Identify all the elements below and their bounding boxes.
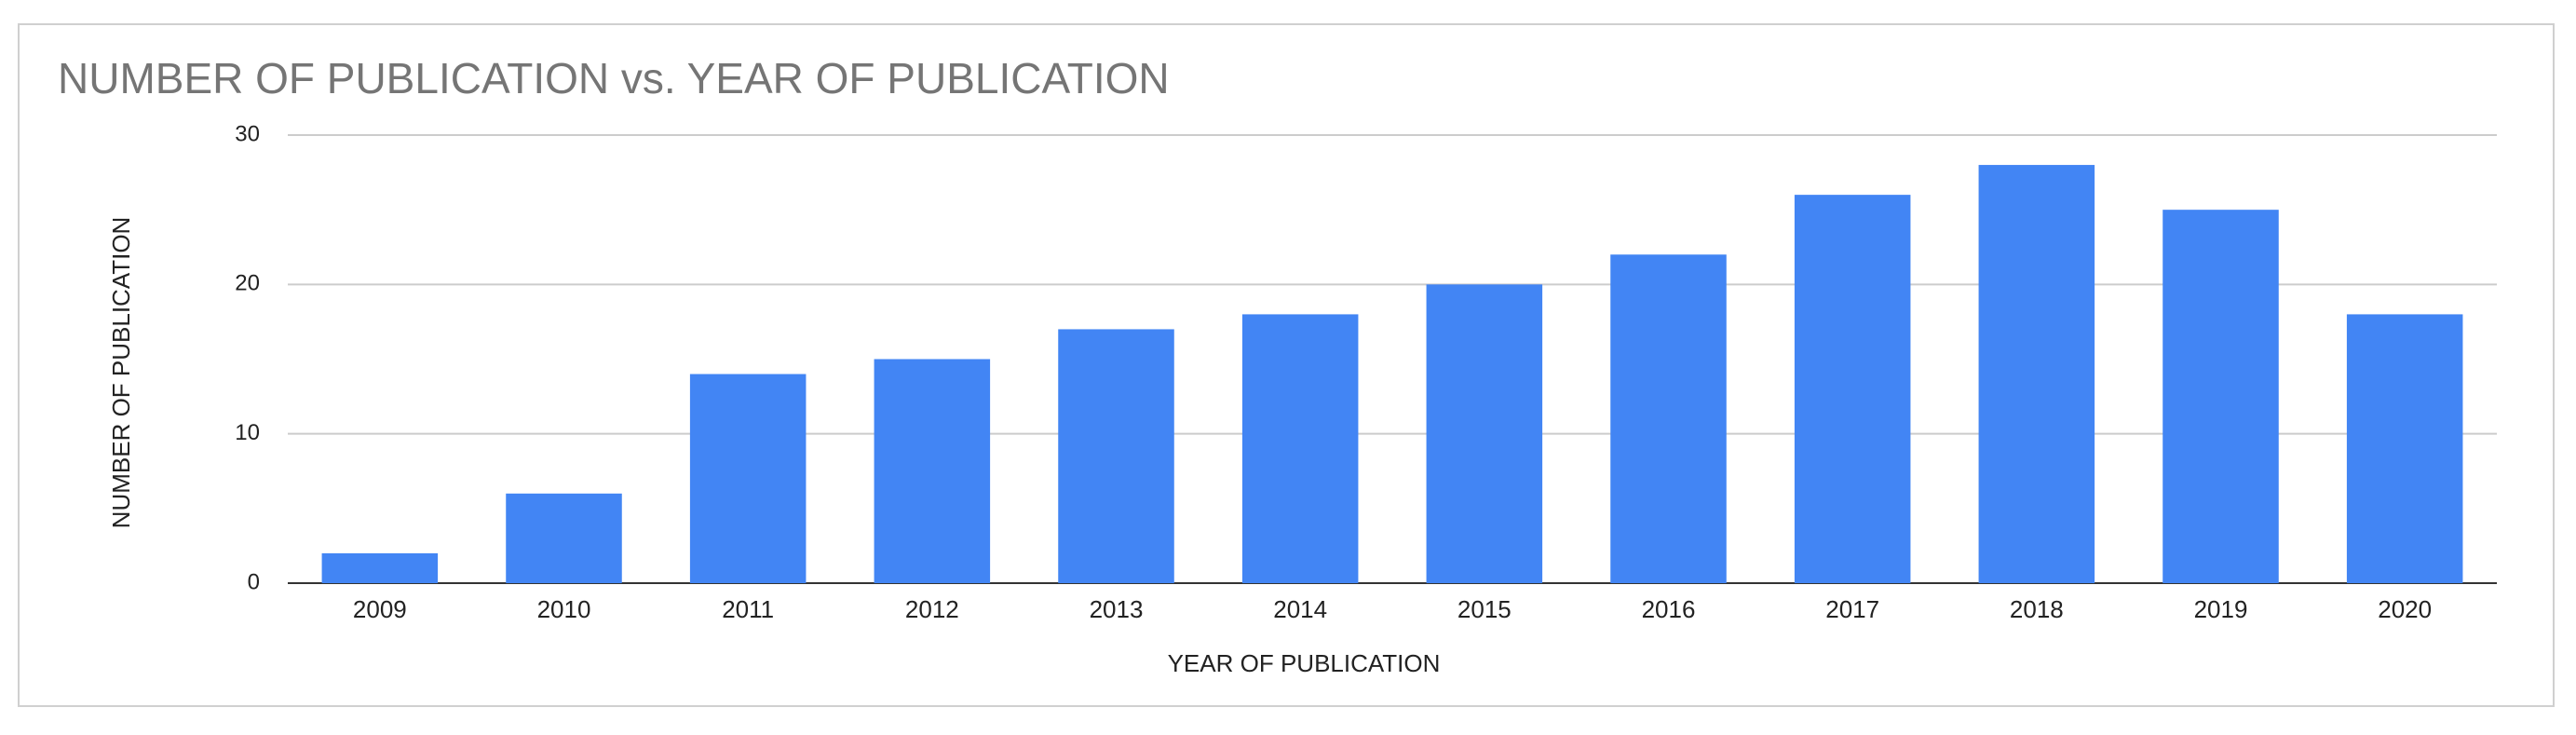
x-tick-label: 2013 [1090, 595, 1144, 623]
x-axis-label: YEAR OF PUBLICATION [1168, 649, 1441, 677]
bar [2162, 210, 2279, 583]
y-tick-label: 10 [235, 420, 260, 445]
bar [2346, 314, 2463, 583]
bar [874, 359, 991, 583]
y-tick-label: 0 [248, 569, 260, 594]
bar [1610, 254, 1727, 583]
bar [1241, 314, 1359, 583]
bar [1794, 195, 1911, 583]
x-tick-label: 2017 [1825, 595, 1879, 623]
x-tick-label: 2020 [2378, 595, 2432, 623]
bar [506, 493, 622, 583]
y-tick-label: 30 [235, 121, 260, 146]
x-tick-label: 2018 [2010, 595, 2064, 623]
x-tick-label: 2015 [1457, 595, 1512, 623]
bar [1058, 329, 1174, 583]
x-tick-label: 2016 [1642, 595, 1696, 623]
chart-title: NUMBER OF PUBLICATION vs. YEAR OF PUBLIC… [58, 54, 1170, 102]
x-tick-label: 2009 [353, 595, 407, 623]
x-tick-label: 2012 [905, 595, 959, 623]
bar [689, 374, 807, 583]
x-tick-label: 2011 [722, 595, 774, 623]
bar [1426, 284, 1543, 583]
x-tick-label: 2019 [2194, 595, 2248, 623]
x-tick-label: 2014 [1273, 595, 1327, 623]
bar [1978, 165, 2095, 584]
y-axis-label: NUMBER OF PUBLICATION [107, 217, 135, 529]
bar [321, 552, 439, 583]
y-tick-label: 20 [235, 271, 260, 296]
x-tick-label: 2010 [537, 595, 591, 623]
